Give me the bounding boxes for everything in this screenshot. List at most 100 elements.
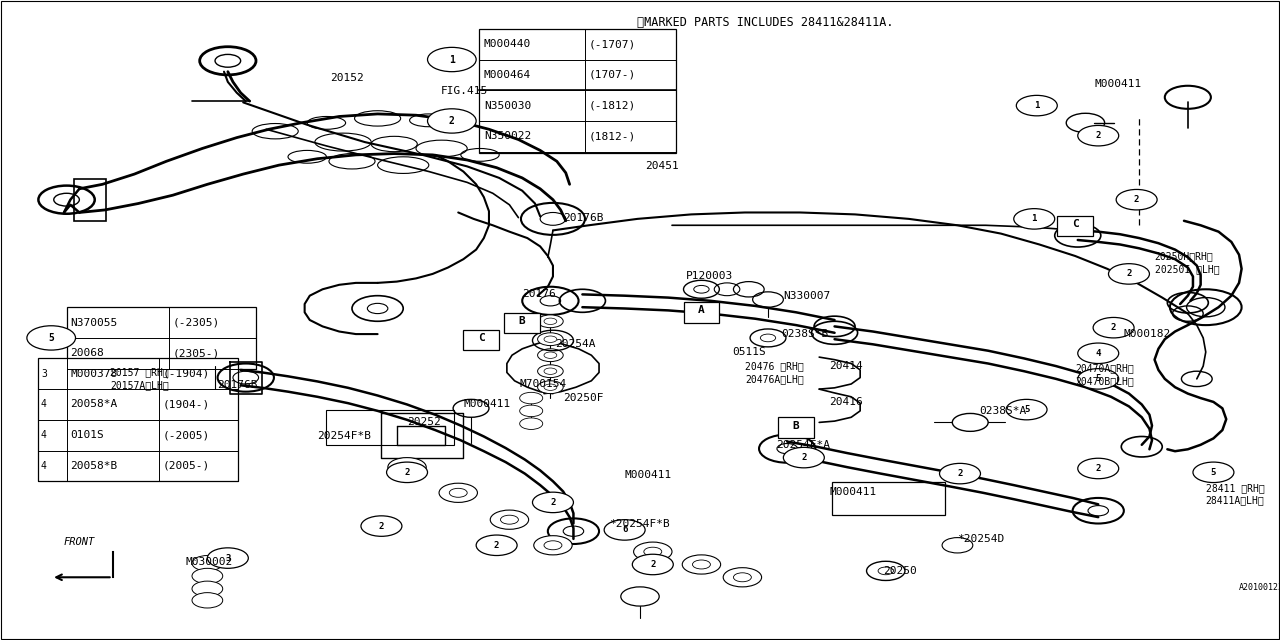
Text: 28411A〈LH〉: 28411A〈LH〉	[1206, 495, 1265, 506]
Circle shape	[439, 483, 477, 502]
Circle shape	[1078, 369, 1119, 389]
Text: 0511S: 0511S	[732, 347, 765, 357]
Text: M000464: M000464	[484, 70, 531, 80]
Text: M700154: M700154	[520, 379, 567, 389]
Text: 20250H〈RH〉: 20250H〈RH〉	[1155, 251, 1213, 261]
Text: 4: 4	[41, 430, 47, 440]
Text: 20176: 20176	[522, 289, 556, 300]
Bar	[74, 179, 106, 221]
Text: 2: 2	[1096, 464, 1101, 473]
Circle shape	[476, 535, 517, 556]
Text: N330007: N330007	[783, 291, 831, 301]
Text: C: C	[1071, 219, 1079, 229]
Text: 20451: 20451	[645, 161, 678, 172]
Text: 2: 2	[494, 541, 499, 550]
Text: 0238S*B: 0238S*B	[781, 329, 828, 339]
Text: 20254F*A: 20254F*A	[776, 440, 829, 450]
FancyBboxPatch shape	[684, 302, 719, 323]
Text: 4: 4	[41, 399, 47, 410]
Circle shape	[534, 536, 572, 555]
Text: (-1812): (-1812)	[589, 100, 636, 111]
FancyBboxPatch shape	[504, 313, 540, 333]
Text: (1812-): (1812-)	[589, 131, 636, 141]
Circle shape	[632, 554, 673, 575]
Text: 2: 2	[1134, 195, 1139, 204]
Text: 2: 2	[550, 498, 556, 507]
Circle shape	[538, 315, 563, 328]
Text: 5: 5	[1024, 405, 1029, 414]
Circle shape	[532, 492, 573, 513]
Text: 20254A: 20254A	[556, 339, 596, 349]
Circle shape	[1116, 189, 1157, 210]
Text: M000440: M000440	[484, 39, 531, 49]
Text: 2: 2	[379, 522, 384, 531]
Text: A: A	[698, 305, 705, 316]
Circle shape	[27, 326, 76, 350]
Circle shape	[940, 463, 980, 484]
Text: C: C	[477, 333, 485, 343]
Text: 5: 5	[1096, 374, 1101, 383]
Text: ※MARKED PARTS INCLUDES 28411&28411A.: ※MARKED PARTS INCLUDES 28411&28411A.	[637, 16, 893, 29]
Circle shape	[1078, 343, 1119, 364]
Text: A201001230: A201001230	[1239, 583, 1280, 592]
Circle shape	[1006, 399, 1047, 420]
FancyBboxPatch shape	[463, 330, 499, 350]
Circle shape	[604, 520, 645, 540]
Text: 3: 3	[41, 369, 47, 379]
Text: B: B	[792, 420, 800, 431]
Text: 5: 5	[1211, 468, 1216, 477]
Text: FIG.415: FIG.415	[440, 86, 488, 96]
Circle shape	[1078, 125, 1119, 146]
Text: M000378: M000378	[70, 369, 118, 379]
Text: 2: 2	[1126, 269, 1132, 278]
Text: (-1707): (-1707)	[589, 39, 636, 49]
FancyBboxPatch shape	[778, 417, 814, 438]
Text: 1: 1	[1032, 214, 1037, 223]
Circle shape	[520, 405, 543, 417]
Text: 2: 2	[801, 453, 806, 462]
Circle shape	[361, 516, 402, 536]
Text: B: B	[518, 316, 526, 326]
Circle shape	[388, 458, 426, 477]
Circle shape	[538, 365, 563, 378]
Circle shape	[538, 333, 563, 346]
Bar	[479, 29, 676, 153]
Text: M000182: M000182	[1124, 329, 1171, 339]
Text: (2005-): (2005-)	[163, 461, 210, 471]
Text: 20476 〈RH〉: 20476 〈RH〉	[745, 361, 804, 371]
Text: 20254F*B: 20254F*B	[317, 431, 371, 442]
Text: 20157A〈LH〉: 20157A〈LH〉	[110, 380, 169, 390]
Text: M030002: M030002	[186, 557, 233, 567]
Text: 20157 〈RH〉: 20157 〈RH〉	[110, 367, 169, 378]
Text: (-2005): (-2005)	[163, 430, 210, 440]
Text: FRONT: FRONT	[64, 537, 95, 547]
Circle shape	[1108, 264, 1149, 284]
Circle shape	[192, 556, 223, 571]
Text: 20250F: 20250F	[563, 393, 604, 403]
Text: *20254F*B: *20254F*B	[609, 518, 669, 529]
Text: 6: 6	[622, 525, 627, 534]
Text: 1: 1	[1034, 101, 1039, 110]
Text: 5: 5	[49, 333, 54, 343]
Circle shape	[520, 392, 543, 404]
Text: 20152: 20152	[330, 73, 364, 83]
Bar	[832, 482, 945, 515]
Text: 2: 2	[449, 116, 454, 126]
Text: 0101S: 0101S	[70, 430, 104, 440]
Circle shape	[723, 568, 762, 587]
FancyBboxPatch shape	[1057, 216, 1093, 236]
Text: 2: 2	[1111, 323, 1116, 332]
Text: 20250: 20250	[883, 566, 916, 576]
Circle shape	[192, 593, 223, 608]
Text: N350030: N350030	[484, 100, 531, 111]
Text: 4: 4	[41, 461, 47, 471]
Text: 1: 1	[449, 54, 454, 65]
Circle shape	[520, 418, 543, 429]
Text: P120003: P120003	[686, 271, 733, 282]
Text: N350022: N350022	[484, 131, 531, 141]
Text: M000411: M000411	[1094, 79, 1142, 90]
Bar	[67, 307, 256, 369]
Text: 20252: 20252	[407, 417, 440, 428]
Circle shape	[192, 568, 223, 584]
Text: 2: 2	[404, 468, 410, 477]
